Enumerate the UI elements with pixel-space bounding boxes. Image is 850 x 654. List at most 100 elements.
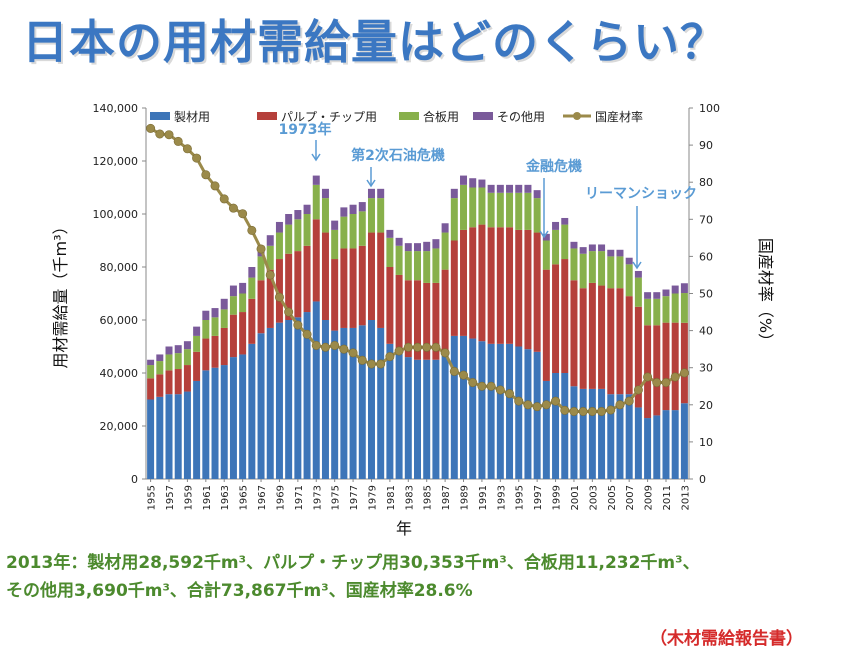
- bar-segment: [377, 188, 385, 199]
- x-tick-label: 1975: [331, 485, 342, 510]
- bar-segment: [496, 343, 504, 479]
- bar-segment: [248, 277, 256, 299]
- bar-segment: [220, 327, 228, 366]
- bar-segment: [515, 229, 523, 347]
- rate-point: [587, 406, 597, 416]
- bar-segment: [174, 353, 182, 370]
- bar-segment: [469, 227, 477, 339]
- bar-segment: [552, 221, 560, 230]
- bar-segment: [303, 245, 311, 313]
- x-tick-label: 1963: [220, 485, 231, 510]
- x-tick-label: 1995: [515, 485, 526, 510]
- bar-segment: [321, 320, 329, 479]
- bar-segment: [644, 418, 652, 479]
- summary-text: 2013年：製材用28,592千m³、パルプ・チップ用30,353千m³、合板用…: [6, 549, 700, 605]
- rate-point: [219, 194, 229, 204]
- rate-point: [449, 366, 459, 376]
- legend-label: 国産材率: [595, 109, 643, 124]
- bar-segment: [432, 239, 440, 249]
- bar-segment: [588, 251, 596, 283]
- y2-tick-label: 60: [699, 250, 713, 263]
- rate-point: [532, 402, 542, 412]
- bar-segment: [588, 282, 596, 389]
- bar-segment: [202, 370, 210, 479]
- annotation-label: 1973年: [279, 121, 332, 138]
- rate-point: [606, 405, 616, 415]
- bar-segment: [515, 184, 523, 193]
- bar-segment: [533, 351, 541, 479]
- bar-segment: [561, 373, 569, 479]
- bar-segment: [561, 259, 569, 373]
- bar-segment: [331, 330, 339, 479]
- rate-point: [670, 372, 680, 382]
- bar-segment: [183, 365, 191, 392]
- rate-point: [477, 381, 487, 391]
- y2-tick-label: 90: [699, 139, 713, 152]
- bar-segment: [552, 229, 560, 265]
- bar-segment: [193, 335, 201, 352]
- bar-segment: [423, 282, 431, 360]
- x-tick-label: 1987: [441, 485, 452, 510]
- bar-segment: [229, 357, 237, 479]
- rate-point: [624, 396, 634, 406]
- bar-segment: [285, 320, 293, 479]
- bar-segment: [193, 351, 201, 381]
- bar-segment: [275, 232, 283, 260]
- rate-point: [256, 244, 266, 254]
- rate-point: [201, 170, 211, 180]
- bar-segment: [460, 175, 468, 185]
- bar-segment: [607, 288, 615, 395]
- rate-point: [560, 405, 570, 415]
- bar-segment: [487, 227, 495, 344]
- x-tick-label: 1961: [202, 485, 213, 510]
- rate-point: [146, 123, 156, 133]
- bar-segment: [680, 283, 688, 294]
- bar-segment: [395, 349, 403, 479]
- bar-segment: [441, 351, 449, 479]
- bar-segment: [487, 192, 495, 228]
- bar-segment: [239, 354, 247, 479]
- x-tick-label: 1997: [533, 485, 544, 510]
- x-tick-label: 1977: [349, 485, 360, 510]
- bar-segment: [561, 224, 569, 260]
- bar-segment: [331, 229, 339, 260]
- bar-segment: [607, 394, 615, 479]
- rate-point: [661, 378, 671, 388]
- rate-point: [284, 307, 294, 317]
- bar-segment: [211, 308, 219, 318]
- bar-segment: [386, 229, 394, 238]
- y-tick-label: 80,000: [100, 261, 139, 274]
- bar-segment: [349, 327, 357, 479]
- bar-segment: [147, 378, 155, 400]
- bar-segment: [450, 240, 458, 336]
- x-tick-label: 2003: [588, 485, 599, 510]
- bar-segment: [616, 249, 624, 257]
- y-tick-label: 140,000: [93, 102, 139, 115]
- bar-segment: [248, 298, 256, 344]
- rate-point: [357, 355, 367, 365]
- rate-point: [551, 396, 561, 406]
- bar-segment: [423, 359, 431, 479]
- y2-tick-label: 30: [699, 362, 713, 375]
- rate-point: [238, 209, 248, 219]
- rate-point: [597, 406, 607, 416]
- bar-segment: [625, 257, 633, 265]
- bar-segment: [680, 322, 688, 404]
- bar-segment: [644, 292, 652, 299]
- bar-segment: [156, 374, 164, 397]
- x-tick-label: 1993: [496, 485, 507, 510]
- bar-segment: [367, 198, 375, 233]
- bar-segment: [506, 343, 514, 479]
- rate-point: [302, 329, 312, 339]
- bar-segment: [487, 343, 495, 479]
- rate-point: [495, 385, 505, 395]
- rate-point: [514, 396, 524, 406]
- y2-axis-title: 国産材率（%）: [756, 238, 775, 349]
- x-tick-label: 2011: [662, 485, 673, 510]
- bar-segment: [165, 346, 173, 355]
- bar-segment: [202, 320, 210, 339]
- bar-segment: [469, 178, 477, 188]
- y-tick-label: 120,000: [93, 155, 139, 168]
- bar-segment: [506, 227, 514, 344]
- rate-point: [468, 378, 478, 388]
